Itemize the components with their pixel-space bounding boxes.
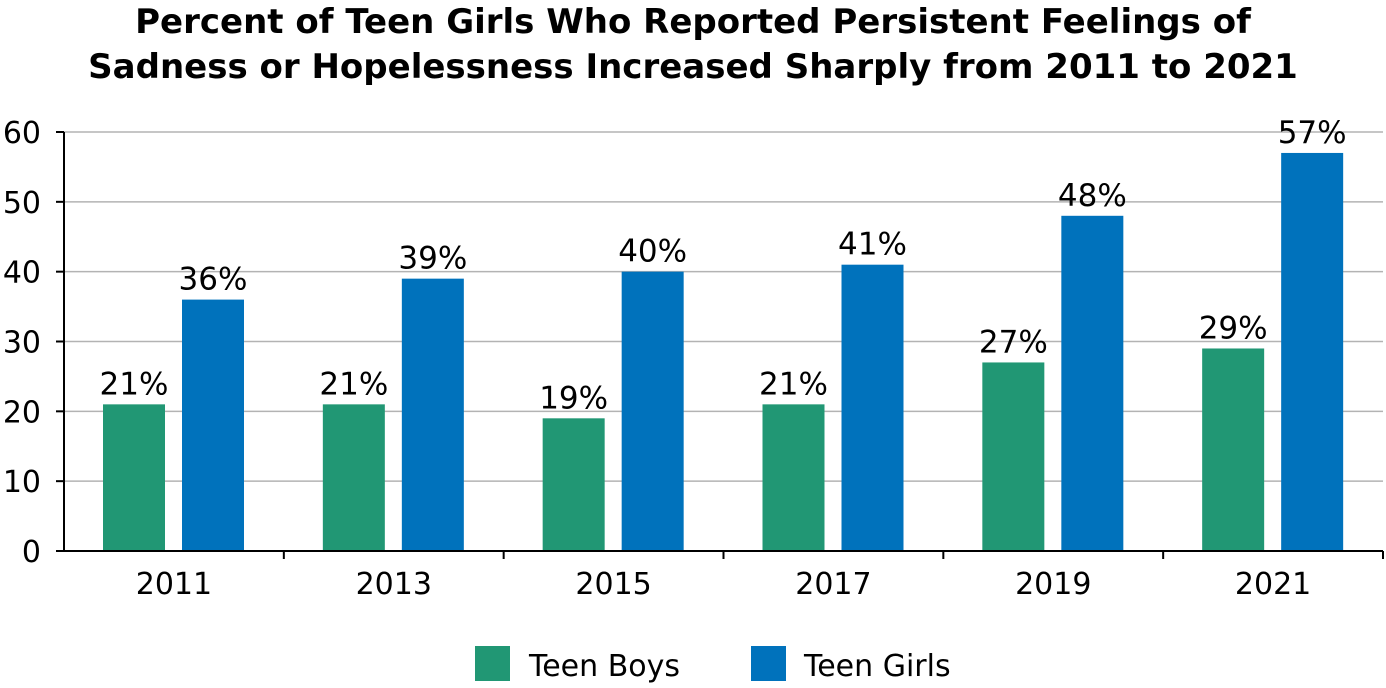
x-tick-label: 2011 bbox=[136, 567, 212, 602]
legend-swatch-teen-girls bbox=[751, 646, 786, 681]
gridlines bbox=[64, 131, 1383, 482]
x-tick-label: 2017 bbox=[795, 567, 871, 602]
bar-teen-boys bbox=[1202, 348, 1265, 551]
data-label: 19% bbox=[539, 380, 608, 416]
bar-teen-boys bbox=[322, 404, 385, 551]
x-tick-label: 2021 bbox=[1235, 567, 1311, 602]
legend-label-teen-girls: Teen Girls bbox=[803, 649, 951, 684]
y-tick-label: 50 bbox=[3, 186, 41, 221]
data-label: 21% bbox=[319, 366, 388, 402]
bar-teen-girls bbox=[401, 278, 464, 551]
bar-teen-girls bbox=[841, 264, 904, 551]
y-tick-label: 20 bbox=[3, 395, 41, 430]
chart-title-line-2: Sadness or Hopelessness Increased Sharpl… bbox=[88, 47, 1298, 87]
y-tick-label: 10 bbox=[3, 465, 41, 500]
x-tick-label: 2015 bbox=[575, 567, 651, 602]
data-label: 36% bbox=[179, 262, 248, 298]
bar-teen-girls bbox=[182, 299, 244, 551]
bar-teen-girls bbox=[1061, 215, 1124, 552]
data-label: 29% bbox=[1199, 310, 1268, 346]
data-label: 21% bbox=[759, 366, 828, 402]
data-label: 27% bbox=[979, 324, 1048, 360]
x-tick-label: 2019 bbox=[1015, 567, 1091, 602]
data-label: 57% bbox=[1278, 115, 1347, 151]
data-label: 41% bbox=[838, 227, 907, 263]
legend-swatch-teen-boys bbox=[475, 646, 510, 681]
bar-teen-girls bbox=[621, 271, 684, 551]
y-tick-label: 40 bbox=[3, 256, 41, 291]
chart-title-line-1: Percent of Teen Girls Who Reported Persi… bbox=[135, 2, 1251, 42]
bar-teen-boys bbox=[982, 362, 1045, 551]
y-tick-label: 0 bbox=[22, 535, 41, 570]
data-labels: 21% 36% 21% 39% 19% 40% 21% 41% 27% 48% 29% 57% bbox=[100, 115, 1347, 416]
data-label: 21% bbox=[100, 366, 169, 402]
axes: 0 10 20 30 40 50 60 2011 2013 2015 2017 2019 2021 bbox=[3, 116, 1384, 602]
data-label: 48% bbox=[1058, 178, 1127, 214]
data-label: 40% bbox=[618, 234, 687, 270]
data-label: 39% bbox=[398, 241, 467, 277]
legend-label-teen-boys: Teen Boys bbox=[528, 649, 680, 684]
y-tick-label: 60 bbox=[3, 116, 41, 151]
x-tick-label: 2013 bbox=[356, 567, 432, 602]
chart-title: Percent of Teen Girls Who Reported Persi… bbox=[0, 0, 1386, 90]
y-tick-label: 30 bbox=[3, 326, 41, 361]
bar-teen-boys bbox=[103, 404, 165, 551]
bar-teen-boys bbox=[762, 404, 825, 551]
bar-teen-boys bbox=[542, 418, 605, 551]
legend: Teen Boys Teen Girls bbox=[475, 646, 951, 684]
bar-teen-girls bbox=[1281, 152, 1344, 551]
bars bbox=[103, 152, 1344, 552]
